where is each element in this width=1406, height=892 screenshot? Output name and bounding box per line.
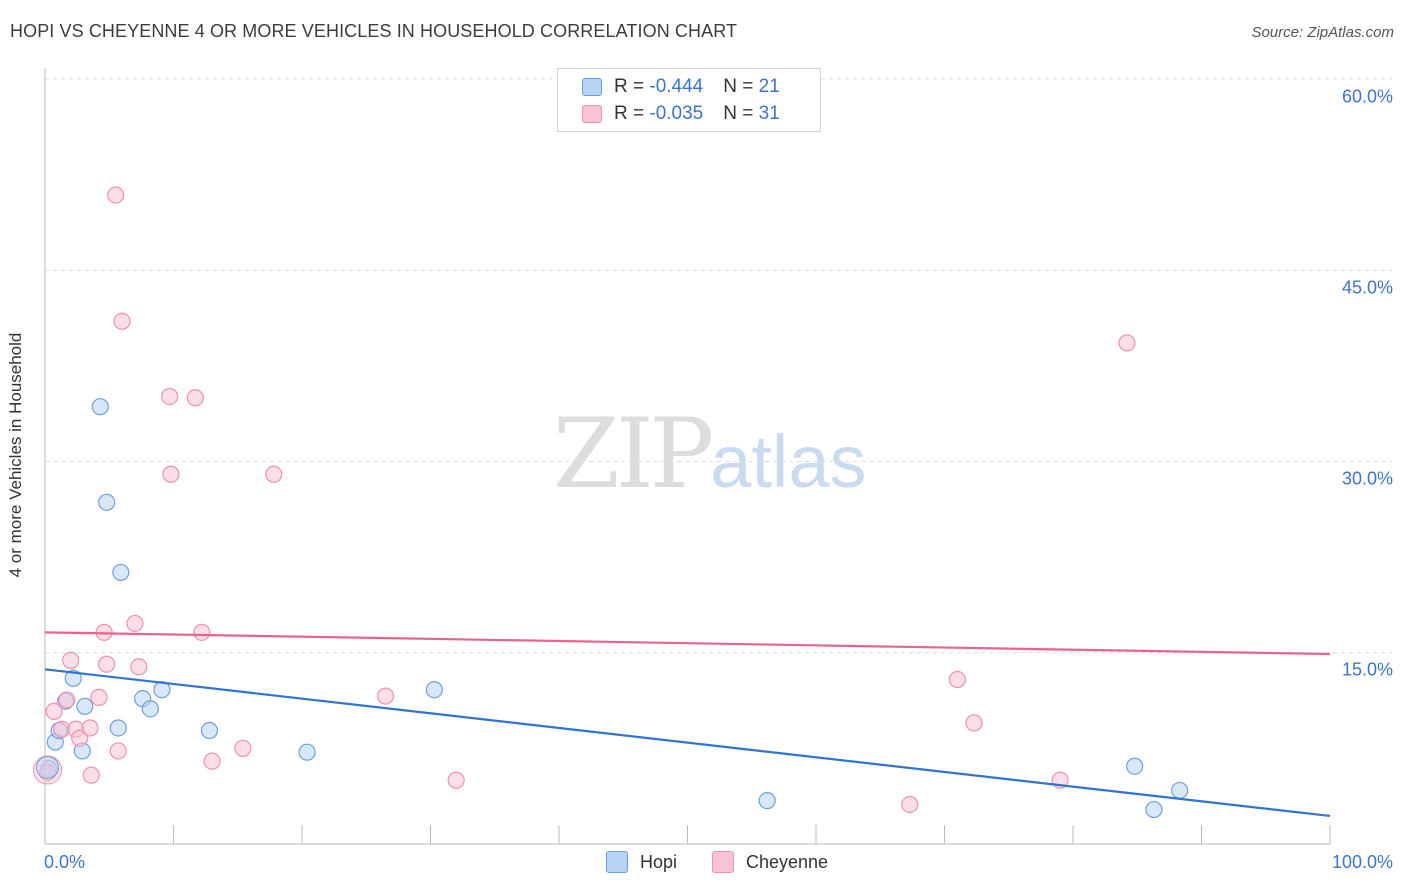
hopi-n-value: 21 [758,76,780,97]
hopi-point [112,563,130,582]
x-tick-label: 100.0% [1331,852,1393,872]
hopi-trend-line [44,668,1331,818]
cheyenne-legend-swatch [712,851,734,873]
cheyenne-legend-label: Cheyenne [746,851,829,872]
cheyenne-point [161,387,179,406]
cheyenne-swatch [582,105,602,123]
cheyenne-point [38,763,57,782]
cheyenne-point [62,651,80,670]
hopi-point [1145,800,1163,819]
cheyenne-point [965,714,983,732]
cheyenne-point [948,670,966,689]
hopi-swatch [582,78,602,96]
hopi-point [64,669,82,687]
cheyenne-point [98,655,116,673]
hopi-legend-swatch [606,851,628,873]
cheyenne-point [107,186,125,204]
cheyenne-point [234,739,252,757]
cheyenne-point [81,719,99,737]
cheyenne-r-label: R = [614,103,650,124]
watermark-zip: ZIP [553,398,714,510]
y-tick-label: 45.0% [1341,277,1393,298]
hopi-point [298,743,316,761]
hopi-point [1126,757,1144,775]
hopi-point-cluster [36,756,60,779]
y-tick-label: 15.0% [1341,659,1393,680]
hopi-legend-label: Hopi [640,851,678,872]
hopi-point [98,493,116,511]
x-tick-label: 0.0% [44,852,86,872]
cheyenne-point [203,752,221,770]
legend-row-hopi: R = -0.444 N = 21 [582,74,780,100]
cheyenne-point [126,614,144,633]
series-legend-cheyenne[interactable]: Cheyenne [712,851,828,873]
hopi-point [91,398,109,416]
legend-row-cheyenne: R = -0.035 N = 31 [582,101,780,127]
cheyenne-r-value: -0.035 [649,103,704,124]
y-axis-label: 4 or more Vehicles in Household [6,332,25,578]
hopi-point [109,719,127,737]
cheyenne-n-value: 31 [758,103,780,124]
hopi-r-value: -0.444 [649,76,704,97]
cheyenne-point [113,312,131,330]
cheyenne-point [90,688,108,706]
hopi-point [141,700,159,718]
cheyenne-point [901,795,919,814]
cheyenne-point [45,702,63,721]
cheyenne-point [82,766,100,784]
hopi-point [1171,781,1189,800]
cheyenne-point [58,691,76,709]
hopi-point [425,681,443,699]
correlation-legend: R = -0.444 N = 21 R = -0.035 N = 31 [557,68,821,132]
cheyenne-trend-line [44,631,1331,656]
cheyenne-point [1118,334,1136,352]
cheyenne-point [162,465,180,483]
y-tick-label: 60.0% [1341,86,1393,107]
cheyenne-point [193,623,211,641]
cheyenne-point [265,465,283,483]
cheyenne-point [376,687,395,705]
y-tick-label: 30.0% [1341,468,1393,489]
cheyenne-n-label: N = [723,103,759,124]
source-credit: Source: ZipAtlas.com [1251,24,1394,41]
cheyenne-point [71,729,89,747]
hopi-r-label: R = [614,76,650,97]
chart-title: HOPI VS CHEYENNE 4 OR MORE VEHICLES IN H… [10,21,738,41]
cheyenne-point [447,771,465,789]
series-legend-hopi[interactable]: Hopi [606,851,677,873]
hopi-n-label: N = [723,76,759,97]
hopi-point [200,721,219,740]
hopi-point [758,792,776,810]
hopi-point [76,697,94,715]
cheyenne-point [109,742,127,760]
cheyenne-point [130,658,148,676]
cheyenne-point [186,389,204,407]
